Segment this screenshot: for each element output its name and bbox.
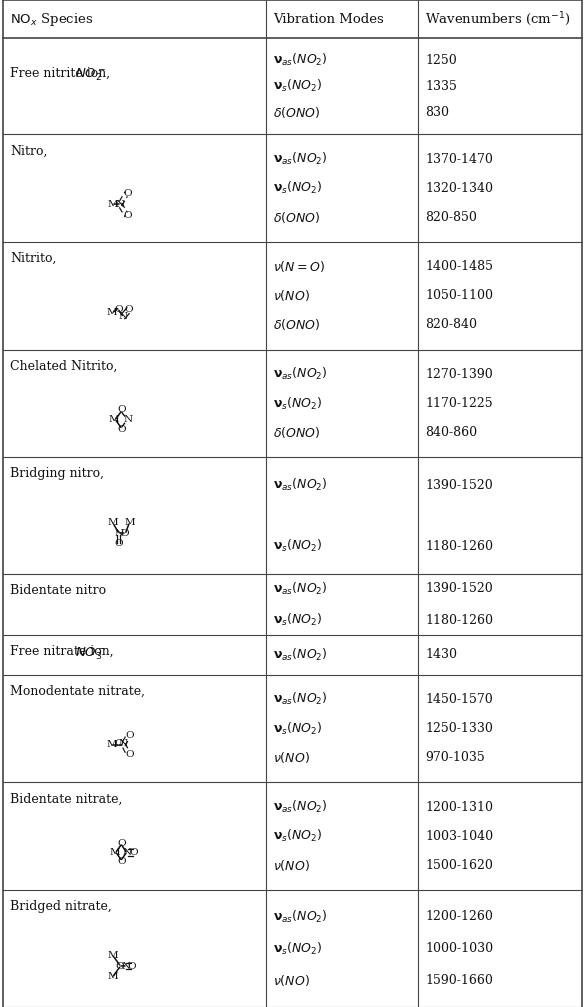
Text: 1400-1485: 1400-1485 bbox=[425, 260, 493, 273]
Text: 1180-1260: 1180-1260 bbox=[425, 540, 493, 553]
Text: 1200-1260: 1200-1260 bbox=[425, 910, 493, 923]
Text: $\mathbf{\nu}_{s}(NO_2)$: $\mathbf{\nu}_{s}(NO_2)$ bbox=[273, 612, 322, 628]
Text: $\delta(ONO)$: $\delta(ONO)$ bbox=[273, 317, 321, 332]
Text: $\mathbf{\nu}_{s}(NO_2)$: $\mathbf{\nu}_{s}(NO_2)$ bbox=[273, 720, 322, 736]
Text: $\nu(NO)$: $\nu(NO)$ bbox=[273, 750, 310, 765]
Text: $\mathbf{\nu}_{as}(NO_2)$: $\mathbf{\nu}_{as}(NO_2)$ bbox=[273, 477, 328, 493]
Text: N: N bbox=[118, 311, 128, 320]
Text: $\nu(NO)$: $\nu(NO)$ bbox=[273, 288, 310, 303]
Text: O: O bbox=[125, 730, 133, 739]
Text: $\mathbf{\nu}_{s}(NO_2)$: $\mathbf{\nu}_{s}(NO_2)$ bbox=[273, 828, 322, 844]
Text: Chelated Nitrito,: Chelated Nitrito, bbox=[10, 359, 118, 373]
Text: Vibration Modes: Vibration Modes bbox=[273, 13, 384, 25]
Text: O: O bbox=[129, 848, 138, 857]
Text: Bidentate nitrate,: Bidentate nitrate, bbox=[10, 793, 122, 806]
Text: Bridging nitro,: Bridging nitro, bbox=[10, 467, 104, 480]
Text: $\mathbf{\nu}_{as}(NO_2)$: $\mathbf{\nu}_{as}(NO_2)$ bbox=[273, 799, 328, 815]
Text: Free nitrate ion,: Free nitrate ion, bbox=[10, 645, 113, 658]
Text: $\mathbf{\nu}_{s}(NO_2)$: $\mathbf{\nu}_{s}(NO_2)$ bbox=[273, 538, 322, 554]
Text: 1250-1330: 1250-1330 bbox=[425, 722, 493, 735]
Text: M: M bbox=[125, 519, 135, 528]
Text: 1335: 1335 bbox=[425, 80, 457, 93]
Text: 1320-1340: 1320-1340 bbox=[425, 181, 493, 194]
Text: Monodentate nitrate,: Monodentate nitrate, bbox=[10, 685, 145, 698]
Text: O: O bbox=[114, 305, 122, 314]
Text: N: N bbox=[119, 739, 128, 748]
Text: O: O bbox=[117, 839, 126, 848]
Text: O: O bbox=[121, 529, 129, 538]
Text: O: O bbox=[117, 406, 126, 415]
Text: $\mathbf{\nu}_{as}(NO_2)$: $\mathbf{\nu}_{as}(NO_2)$ bbox=[273, 909, 328, 924]
Text: $\mathbf{\nu}_{s}(NO_2)$: $\mathbf{\nu}_{s}(NO_2)$ bbox=[273, 79, 322, 95]
Text: 1500-1620: 1500-1620 bbox=[425, 859, 493, 872]
Text: M: M bbox=[107, 951, 118, 960]
Text: $\nu(N{=}O)$: $\nu(N{=}O)$ bbox=[273, 259, 325, 274]
Text: $\nu(NO)$: $\nu(NO)$ bbox=[273, 858, 310, 873]
Text: Nitrito,: Nitrito, bbox=[10, 252, 56, 265]
Text: M: M bbox=[109, 415, 119, 424]
Text: 1000-1030: 1000-1030 bbox=[425, 942, 493, 955]
Text: 1003-1040: 1003-1040 bbox=[425, 830, 493, 843]
Text: 830: 830 bbox=[425, 106, 449, 119]
Text: $\mathit{NO_2^-}$: $\mathit{NO_2^-}$ bbox=[75, 66, 106, 83]
Text: O: O bbox=[116, 962, 125, 971]
Text: Nitro,: Nitro, bbox=[10, 144, 47, 157]
Text: 1590-1660: 1590-1660 bbox=[425, 974, 493, 987]
Text: O: O bbox=[125, 305, 133, 314]
Text: 1450-1570: 1450-1570 bbox=[425, 693, 493, 706]
Text: 820-850: 820-850 bbox=[425, 210, 477, 224]
Text: 970-1035: 970-1035 bbox=[425, 751, 485, 764]
Text: $\mathbf{\nu}_{as}(NO_2)$: $\mathbf{\nu}_{as}(NO_2)$ bbox=[273, 581, 328, 597]
Text: O: O bbox=[125, 750, 133, 759]
Text: O: O bbox=[128, 962, 136, 971]
Text: M: M bbox=[107, 972, 118, 981]
Text: M: M bbox=[107, 519, 118, 528]
Text: O: O bbox=[114, 739, 123, 748]
Text: N: N bbox=[115, 199, 124, 208]
Text: O: O bbox=[117, 425, 126, 434]
Text: O: O bbox=[123, 210, 132, 220]
Text: $\mathbf{\nu}_{as}(NO_2)$: $\mathbf{\nu}_{as}(NO_2)$ bbox=[273, 367, 328, 383]
Text: $\mathbf{\nu}_{s}(NO_2)$: $\mathbf{\nu}_{s}(NO_2)$ bbox=[273, 941, 322, 957]
Text: 1180-1260: 1180-1260 bbox=[425, 614, 493, 627]
Text: 1430: 1430 bbox=[425, 649, 457, 662]
Text: 1050-1100: 1050-1100 bbox=[425, 289, 493, 302]
Text: 840-860: 840-860 bbox=[425, 426, 477, 439]
Text: N: N bbox=[123, 415, 133, 424]
Text: 1370-1470: 1370-1470 bbox=[425, 153, 493, 166]
Text: M: M bbox=[110, 848, 121, 857]
Text: $\mathbf{\nu}_{s}(NO_2)$: $\mathbf{\nu}_{s}(NO_2)$ bbox=[273, 180, 322, 196]
Text: $\mathbf{\nu}_{as}(NO_2)$: $\mathbf{\nu}_{as}(NO_2)$ bbox=[273, 52, 328, 68]
Text: M: M bbox=[107, 307, 118, 316]
Text: N: N bbox=[121, 962, 130, 971]
Text: M: M bbox=[108, 199, 118, 208]
Text: M: M bbox=[107, 740, 118, 749]
Text: $\delta(ONO)$: $\delta(ONO)$ bbox=[273, 425, 321, 440]
Text: $\nu(NO)$: $\nu(NO)$ bbox=[273, 973, 310, 988]
Text: $\delta(ONO)$: $\delta(ONO)$ bbox=[273, 105, 321, 120]
Text: $\mathbf{\nu}_{as}(NO_2)$: $\mathbf{\nu}_{as}(NO_2)$ bbox=[273, 151, 328, 167]
Text: 1270-1390: 1270-1390 bbox=[425, 368, 493, 381]
Text: Wavenumbers (cm$^{-1}$): Wavenumbers (cm$^{-1}$) bbox=[425, 10, 571, 28]
Text: N: N bbox=[122, 848, 132, 857]
Text: $\mathrm{NO}_x$ Species: $\mathrm{NO}_x$ Species bbox=[10, 11, 94, 27]
Text: $\delta(ONO)$: $\delta(ONO)$ bbox=[273, 209, 321, 225]
Text: N: N bbox=[114, 529, 123, 538]
Text: Free nitrite ion,: Free nitrite ion, bbox=[10, 66, 110, 80]
Text: 1250: 1250 bbox=[425, 54, 457, 66]
Text: O: O bbox=[114, 540, 123, 549]
Text: 1390-1520: 1390-1520 bbox=[425, 582, 493, 595]
Text: $\mathit{NO_3^-}$: $\mathit{NO_3^-}$ bbox=[75, 645, 106, 662]
Text: 1390-1520: 1390-1520 bbox=[425, 479, 493, 491]
Text: O: O bbox=[123, 189, 132, 197]
Text: $\mathbf{\nu}_{as}(NO_2)$: $\mathbf{\nu}_{as}(NO_2)$ bbox=[273, 692, 328, 708]
Text: $\mathbf{\nu}_{s}(NO_2)$: $\mathbf{\nu}_{s}(NO_2)$ bbox=[273, 396, 322, 412]
Text: Bidentate nitro: Bidentate nitro bbox=[10, 584, 106, 597]
Text: Bridged nitrate,: Bridged nitrate, bbox=[10, 900, 112, 913]
Text: O: O bbox=[117, 857, 126, 866]
Text: 820-840: 820-840 bbox=[425, 318, 477, 331]
Text: $\mathbf{\nu}_{as}(NO_2)$: $\mathbf{\nu}_{as}(NO_2)$ bbox=[273, 646, 328, 663]
Text: 1170-1225: 1170-1225 bbox=[425, 397, 493, 410]
Text: 1200-1310: 1200-1310 bbox=[425, 801, 493, 814]
